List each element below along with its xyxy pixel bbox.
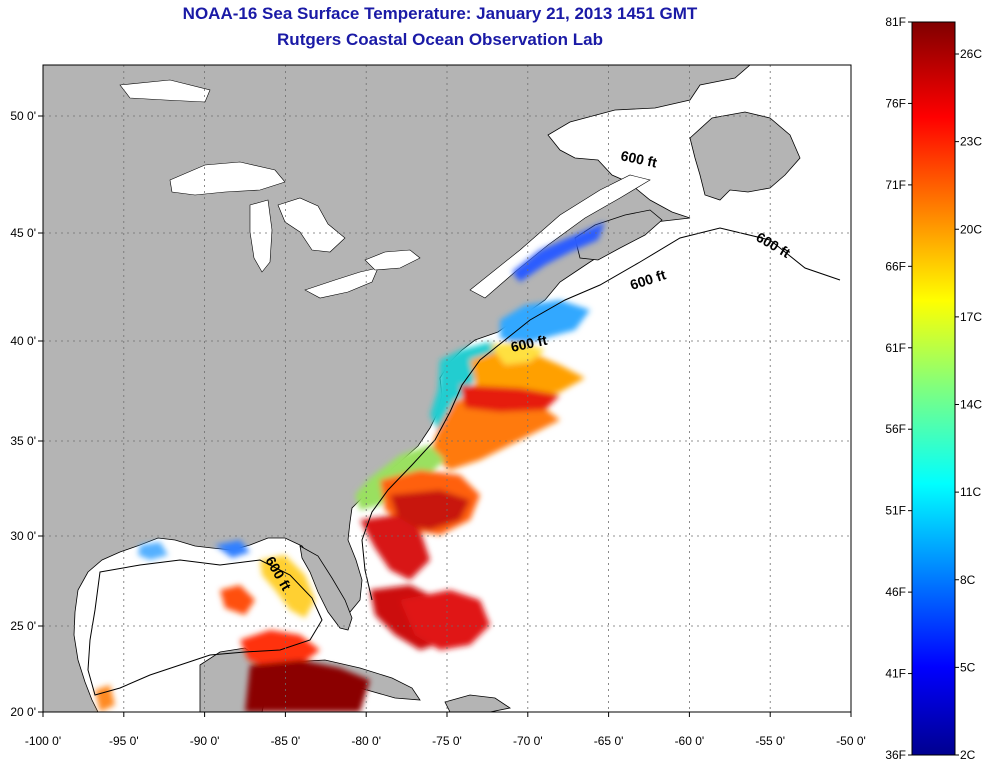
y-tick-label: 25 0' xyxy=(10,619,36,633)
land-newfoundland xyxy=(689,111,801,201)
colorbar-c-label: 20C xyxy=(960,222,982,236)
x-axis-ticks: -100 0' -95 0' -90 0' -85 0' -80 0' -75 0' -70… xyxy=(25,712,866,748)
x-tick-label: -100 0' xyxy=(25,734,61,748)
x-tick-label: -80 0' xyxy=(351,734,381,748)
x-tick-label: -85 0' xyxy=(271,734,301,748)
x-tick-label: -75 0' xyxy=(432,734,462,748)
colorbar-c-label: 11C xyxy=(960,485,981,499)
depth-label: 600 ft xyxy=(509,332,548,355)
x-tick-label: -90 0' xyxy=(190,734,220,748)
depth-contour-gulf xyxy=(87,559,323,696)
colorbar-f-label: 56F xyxy=(885,422,906,436)
y-tick-label: 35 0' xyxy=(10,434,36,448)
depth-contour-600ft xyxy=(361,227,841,601)
x-tick-label: -60 0' xyxy=(675,734,705,748)
colorbar-f-label: 76F xyxy=(885,96,906,110)
depth-label: 600 ft xyxy=(619,147,658,170)
colorbar-fahrenheit-labels: 81F 76F 71F 66F 61F 56F 51F 46F 41F 36F xyxy=(885,15,912,762)
colorbar-c-label: 26C xyxy=(960,47,982,61)
colorbar-f-label: 51F xyxy=(885,504,906,518)
colorbar-f-label: 46F xyxy=(885,585,906,599)
y-tick-label: 50 0' xyxy=(10,109,36,123)
colorbar-c-label: 5C xyxy=(960,660,976,674)
colorbar xyxy=(911,21,956,756)
st-lawrence-river xyxy=(469,174,651,299)
colorbar-c-label: 8C xyxy=(960,573,976,587)
colorbar-f-label: 36F xyxy=(885,748,906,762)
map-subtitle: Rutgers Coastal Ocean Observation Lab xyxy=(277,30,603,49)
colorbar-c-label: 17C xyxy=(960,310,982,324)
colorbar-f-label: 41F xyxy=(885,667,906,681)
y-tick-label: 20 0' xyxy=(10,705,36,719)
x-tick-label: -65 0' xyxy=(594,734,624,748)
land-florida xyxy=(299,545,353,631)
great-lakes xyxy=(169,161,421,299)
x-tick-label: -70 0' xyxy=(513,734,543,748)
map-title: NOAA-16 Sea Surface Temperature: January… xyxy=(182,4,698,23)
colorbar-c-label: 2C xyxy=(960,748,976,762)
y-tick-label: 30 0' xyxy=(10,529,36,543)
y-axis-ticks: 50 0' 45 0' 40 0' 35 0' 30 0' 25 0' 20 0' xyxy=(10,109,43,719)
colorbar-f-label: 66F xyxy=(885,259,906,273)
colorbar-c-label: 23C xyxy=(960,135,982,149)
graticule xyxy=(43,65,851,712)
land-hispaniola xyxy=(444,694,512,712)
colorbar-f-label: 61F xyxy=(885,341,906,355)
x-tick-label: -95 0' xyxy=(109,734,139,748)
x-tick-label: -55 0' xyxy=(755,734,785,748)
x-tick-label: -50 0' xyxy=(836,734,866,748)
colorbar-celsius-labels: 26C 23C 20C 17C 14C 11C 8C 5C 2C xyxy=(955,47,982,762)
colorbar-f-label: 71F xyxy=(885,178,906,192)
y-tick-label: 45 0' xyxy=(10,226,36,240)
y-tick-label: 40 0' xyxy=(10,334,36,348)
colorbar-f-label: 81F xyxy=(885,15,906,29)
land-nova-scotia xyxy=(574,209,663,261)
colorbar-c-label: 14C xyxy=(960,398,982,412)
